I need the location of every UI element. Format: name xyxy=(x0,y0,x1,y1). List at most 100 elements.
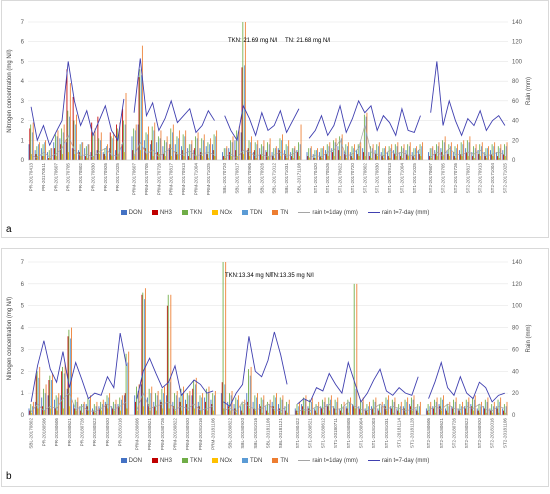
annotation: TKN: 21.69 mg N/l xyxy=(228,38,277,44)
bar-tkn xyxy=(491,404,493,415)
bar-tdn xyxy=(299,144,301,160)
bar-tn xyxy=(403,144,405,160)
bar-tn xyxy=(356,283,358,415)
bar-don xyxy=(259,404,260,415)
y2-tick-label: 60 xyxy=(512,99,519,105)
bar-nox xyxy=(146,154,148,160)
bar-tdn xyxy=(353,148,355,160)
bar-tn xyxy=(341,134,343,160)
bar-tkn xyxy=(366,404,368,415)
bar-nox xyxy=(354,408,356,415)
bar-tdn xyxy=(355,388,357,415)
bar-don xyxy=(253,152,254,160)
bar-tkn xyxy=(321,399,323,415)
panel-b: 0 1 2 3 4 5 6 7 0 20 40 60 80 100 120 140 Nitrogen conce… xyxy=(0,248,550,489)
bar-tkn xyxy=(286,401,288,415)
bar-nh3 xyxy=(60,144,62,160)
bar-nox xyxy=(280,412,282,415)
bar-nox xyxy=(75,410,77,415)
x-tick-label: ST1-20181114 xyxy=(397,418,402,448)
bar-don xyxy=(377,408,379,415)
bar-don xyxy=(483,152,485,160)
bar-tdn xyxy=(134,130,136,160)
line-rain7 xyxy=(308,99,421,139)
bar-don xyxy=(278,404,279,415)
bar-nox xyxy=(441,410,443,415)
bar-nh3 xyxy=(384,406,386,415)
x-tick-label: SBL-20180920 xyxy=(240,418,245,449)
bar-tkn xyxy=(339,136,341,160)
bar-don xyxy=(313,408,315,415)
x-tick-label: PRM-20180726 xyxy=(160,418,165,451)
x-tick-label: ST1-20170720 xyxy=(350,163,355,194)
bar-nox xyxy=(455,158,457,160)
bar-tdn xyxy=(225,148,227,160)
bar-tn xyxy=(463,140,465,160)
bar-tn xyxy=(468,397,470,415)
x-tick-label: ST2-20170607 xyxy=(428,163,433,194)
x-tick-label: ST2-20170913 xyxy=(478,163,483,194)
bar-nh3 xyxy=(490,154,492,160)
x-tick-label: SBL-20170926 xyxy=(259,163,264,194)
bar-don xyxy=(47,152,48,160)
line-rain7 xyxy=(30,332,127,402)
bar-tn xyxy=(250,366,252,415)
bar-nox xyxy=(134,156,135,160)
y2-tick-label: 100 xyxy=(512,59,523,65)
x-tick-label: SBL-20170817 xyxy=(235,163,240,194)
bar-tkn xyxy=(254,395,256,415)
bar-tkn xyxy=(30,124,32,160)
bar-don xyxy=(240,132,242,160)
bar-nox xyxy=(322,412,324,415)
bar-tdn xyxy=(188,395,190,415)
bar-nh3 xyxy=(394,154,395,160)
bar-tn xyxy=(138,384,140,415)
bar-tdn xyxy=(480,406,482,415)
bar-don xyxy=(265,150,267,160)
bar-tdn xyxy=(118,132,120,160)
bar-tdn xyxy=(390,148,392,160)
x-tick-label: ST2-20181016 xyxy=(490,418,495,449)
legend-a-swatch-nox xyxy=(211,210,218,215)
bar-nh3 xyxy=(150,140,152,160)
bar-nox xyxy=(473,158,475,160)
bar-don xyxy=(396,408,398,415)
bar-nh3 xyxy=(350,156,352,160)
legend-b-label-nh3: NH3 xyxy=(159,458,172,465)
bar-tdn xyxy=(421,146,423,160)
y2-tick-label: 20 xyxy=(512,138,519,144)
bar-nh3 xyxy=(54,408,56,415)
bar-tdn xyxy=(268,404,270,415)
bar-tn xyxy=(443,395,444,415)
bar-tkn xyxy=(61,128,63,160)
legend-a-item-rain7: rain t=7-day (mm) xyxy=(367,210,429,216)
bar-don xyxy=(166,395,167,415)
bar-don xyxy=(312,154,314,160)
bar-tdn xyxy=(237,399,238,415)
line-rain7 xyxy=(224,104,300,142)
bar-tdn xyxy=(184,136,186,160)
bar-tn xyxy=(185,130,187,160)
bar-tkn xyxy=(79,144,81,160)
bar-nh3 xyxy=(47,158,49,160)
legend-a-item-tn: TN xyxy=(272,210,288,216)
bar-tkn xyxy=(497,399,499,415)
bar-nh3 xyxy=(332,152,334,160)
x-tick-label: PRM-20180606 xyxy=(134,418,139,451)
bar-nh3 xyxy=(73,408,75,415)
bar-tn xyxy=(237,395,239,415)
bar-nox xyxy=(485,412,487,415)
bar-nox xyxy=(229,410,231,415)
bar-nh3 xyxy=(99,408,101,415)
bar-tkn xyxy=(273,148,275,160)
y2-tick-label: 100 xyxy=(512,304,523,310)
bar-tdn xyxy=(112,138,114,160)
bar-tkn xyxy=(320,148,322,160)
bar-don xyxy=(265,406,267,415)
bar-tkn xyxy=(92,132,93,160)
x-tick-label: PR-20170802 xyxy=(78,163,83,192)
legend-b-swatch-nox xyxy=(211,458,218,463)
bar-tdn xyxy=(309,148,311,160)
bar-nh3 xyxy=(272,156,274,160)
bar-tdn xyxy=(89,399,91,415)
